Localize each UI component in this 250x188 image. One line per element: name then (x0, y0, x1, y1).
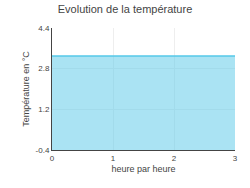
svg-text:3: 3 (233, 154, 238, 163)
svg-text:2: 2 (172, 154, 177, 163)
svg-text:4.4: 4.4 (38, 24, 50, 33)
svg-text:1.2: 1.2 (38, 105, 50, 114)
svg-text:Evolution de la température: Evolution de la température (58, 3, 193, 15)
svg-text:-0.4: -0.4 (36, 146, 50, 155)
svg-text:heure par heure: heure par heure (111, 164, 175, 174)
svg-text:2.8: 2.8 (38, 64, 50, 73)
svg-text:Température en °C: Température en °C (21, 51, 31, 127)
svg-text:1: 1 (111, 154, 116, 163)
svg-text:0: 0 (50, 154, 55, 163)
